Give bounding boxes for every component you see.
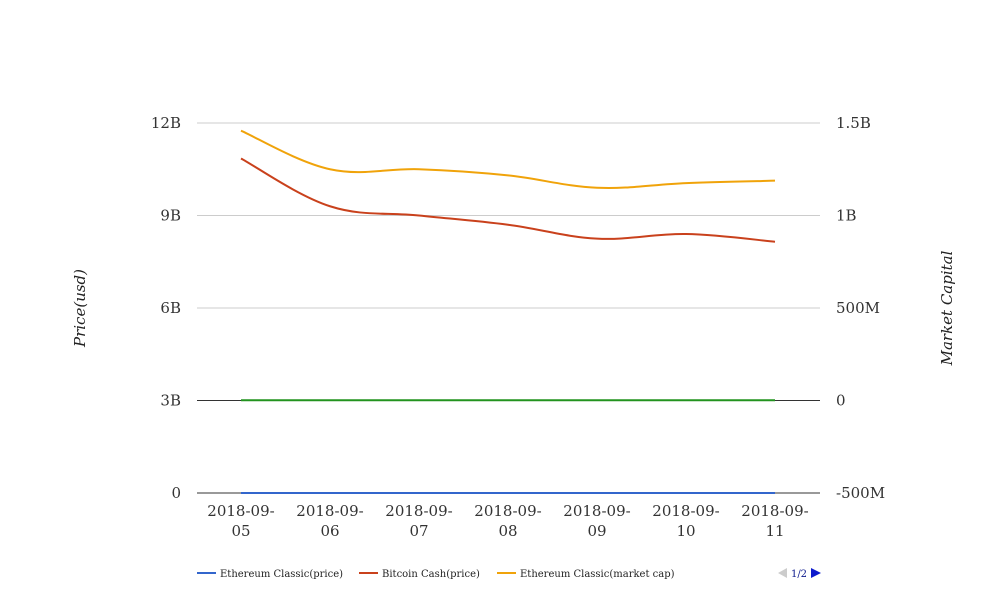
prev-page-icon[interactable]	[778, 568, 787, 578]
x-tick-label: 2018-09-06	[296, 502, 363, 540]
right-tick-label: 0	[836, 392, 846, 410]
legend-item[interactable]: Ethereum Classic(price)	[197, 569, 343, 580]
x-tick-label: 2018-09-09	[563, 502, 630, 540]
left-tick-label: 3B	[160, 392, 181, 410]
gridlines	[197, 122, 820, 494]
left-axis-title: Price(usd)	[71, 269, 89, 348]
series-line-2	[240, 129, 776, 189]
legend-pager: 1/2	[778, 568, 821, 580]
legend: Ethereum Classic(price) Bitcoin Cash(pric…	[197, 569, 675, 580]
series-line-1	[240, 157, 776, 243]
legend-label: Ethereum Classic(market cap)	[520, 569, 675, 580]
legend-item[interactable]: Bitcoin Cash(price)	[359, 569, 480, 580]
right-tick-label: -500M	[836, 484, 885, 502]
left-tick-label: 6B	[160, 299, 181, 317]
legend-label: Bitcoin Cash(price)	[382, 569, 480, 580]
right-tick-label: 1B	[836, 207, 857, 225]
x-tick-label: 2018-09-07	[385, 502, 452, 540]
right-tick-label: 500M	[836, 299, 880, 317]
right-axis-ticks: -500M 0 500M 1B 1.5B	[836, 114, 885, 502]
series-lines	[240, 129, 776, 495]
left-tick-label: 9B	[160, 207, 181, 225]
x-tick-label: 2018-09-11	[741, 502, 808, 540]
x-tick-label: 2018-09-10	[652, 502, 719, 540]
x-tick-label: 2018-09-08	[474, 502, 541, 540]
legend-item[interactable]: Ethereum Classic(market cap)	[497, 569, 675, 580]
x-tick-label: 2018-09-05	[207, 502, 274, 540]
x-axis-ticks: 2018-09-05 2018-09-06 2018-09-07 2018-09-08…	[207, 502, 808, 540]
left-tick-label: 0	[171, 484, 181, 502]
right-axis-title: Market Capital	[938, 250, 956, 366]
right-tick-label: 1.5B	[836, 114, 871, 132]
left-axis-ticks: 0 3B 6B 9B 12B	[151, 114, 181, 502]
next-page-icon[interactable]	[811, 568, 821, 578]
left-tick-label: 12B	[151, 114, 181, 132]
legend-label: Ethereum Classic(price)	[220, 569, 343, 580]
legend-page-indicator: 1/2	[791, 569, 807, 580]
